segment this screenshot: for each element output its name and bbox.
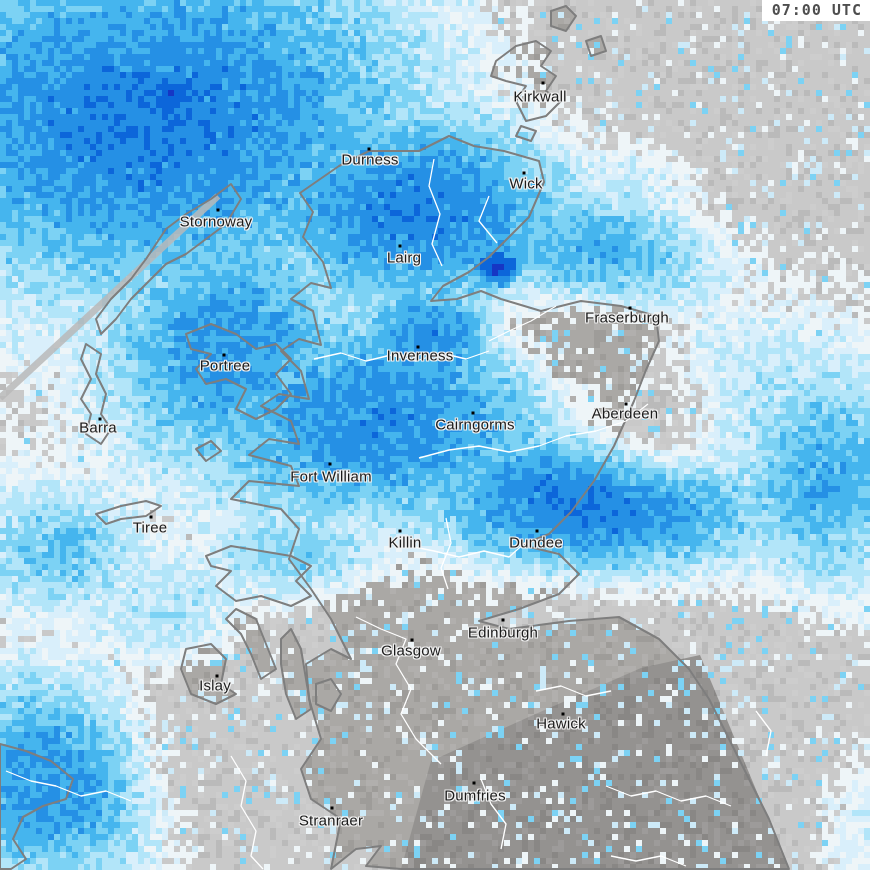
place-label-tiree: Tiree (132, 519, 168, 537)
place-dot-wick (522, 171, 526, 175)
place-label-cairngorms: Cairngorms (435, 416, 515, 434)
place-label-fort-william: Fort William (290, 468, 372, 486)
place-dot-durness (367, 147, 371, 151)
place-label-fraserburgh: Fraserburgh (585, 309, 669, 327)
place-dot-cairngorms (471, 411, 475, 415)
place-label-stranraer: Stranraer (298, 812, 364, 830)
place-dot-fort-william (328, 462, 332, 466)
place-label-killin: Killin (388, 534, 422, 552)
place-label-dumfries: Dumfries (444, 787, 506, 805)
place-label-barra: Barra (79, 419, 117, 437)
place-dot-fraserburgh (628, 306, 632, 310)
place-label-islay: Islay (199, 677, 231, 695)
place-dot-aberdeen (624, 402, 628, 406)
place-dot-tiree (149, 515, 153, 519)
place-dot-hawick (561, 712, 565, 716)
place-label-durness: Durness (341, 151, 399, 169)
place-label-inverness: Inverness (386, 347, 454, 365)
place-dot-dumfries (472, 781, 476, 785)
place-dot-inverness (416, 345, 420, 349)
place-dot-glasgow (410, 638, 414, 642)
timestamp-badge: 07:00 UTC (761, 0, 870, 21)
place-dot-lairg (398, 244, 402, 248)
place-dot-stranraer (330, 806, 334, 810)
place-dot-portree (222, 353, 226, 357)
place-dot-edinburgh (501, 618, 505, 622)
place-label-glasgow: Glasgow (381, 642, 441, 660)
place-label-edinburgh: Edinburgh (467, 624, 539, 642)
place-dot-stornoway (216, 208, 220, 212)
place-label-wick: Wick (509, 175, 543, 193)
place-label-dundee: Dundee (509, 534, 563, 552)
place-dot-kirkwall (541, 81, 545, 85)
place-dot-islay (215, 674, 219, 678)
place-label-portree: Portree (199, 357, 251, 375)
place-label-stornoway: Stornoway (179, 213, 253, 231)
place-dot-barra (98, 417, 102, 421)
place-label-kirkwall: Kirkwall (513, 88, 567, 106)
place-dot-killin (398, 529, 402, 533)
place-label-hawick: Hawick (536, 715, 586, 733)
place-dot-dundee (535, 529, 539, 533)
place-label-lairg: Lairg (386, 249, 422, 267)
place-label-aberdeen: Aberdeen (591, 405, 659, 423)
